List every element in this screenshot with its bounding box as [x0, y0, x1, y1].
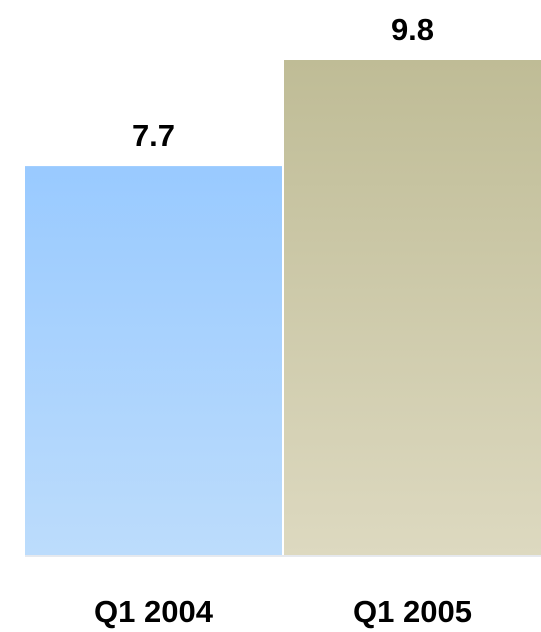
category-label-0: Q1 2004: [94, 594, 214, 629]
value-label-0: 7.7: [132, 118, 175, 153]
bars-layer: [25, 60, 541, 555]
category-label-1: Q1 2005: [353, 594, 472, 629]
bar-1: [284, 60, 541, 555]
bar-0: [25, 166, 282, 555]
value-label-1: 9.8: [391, 12, 434, 47]
category-labels-layer: Q1 2004 Q1 2005: [94, 594, 472, 629]
value-labels-layer: 7.7 9.8: [132, 12, 434, 153]
